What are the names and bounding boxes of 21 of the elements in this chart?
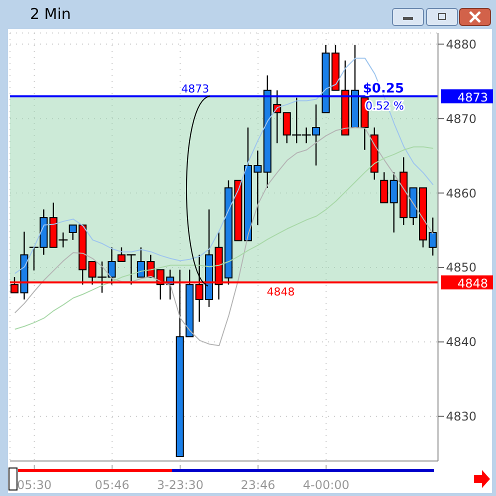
line-series: [14, 146, 434, 330]
candlestick: [428, 217, 437, 256]
x-tick-label: 05:30: [17, 478, 52, 492]
y-tick-label: 4830: [446, 410, 477, 424]
x-tick-label: 4-00:00: [302, 478, 350, 492]
ref-line-label: 4873: [181, 82, 210, 96]
line-series: [14, 58, 434, 274]
text: 4848: [457, 276, 488, 290]
y-tick-label: 4880: [446, 37, 477, 52]
y-tick-label: 4840: [446, 335, 477, 350]
x-tick-label: 3-23:30: [156, 478, 204, 492]
x-tick-label: 05:46: [94, 478, 130, 492]
chart-title: 2 Min: [30, 5, 71, 23]
text: 4873: [457, 90, 488, 104]
y-tick-label: 4870: [446, 112, 477, 126]
y-tick-label: 4850: [446, 260, 477, 275]
candlestick: [380, 172, 388, 204]
ref-line-label: 4848: [266, 285, 295, 298]
y-tick-label: 4860: [446, 186, 477, 200]
x-tick-label: 23:46: [240, 478, 276, 492]
annotation: $0.25: [362, 81, 404, 96]
